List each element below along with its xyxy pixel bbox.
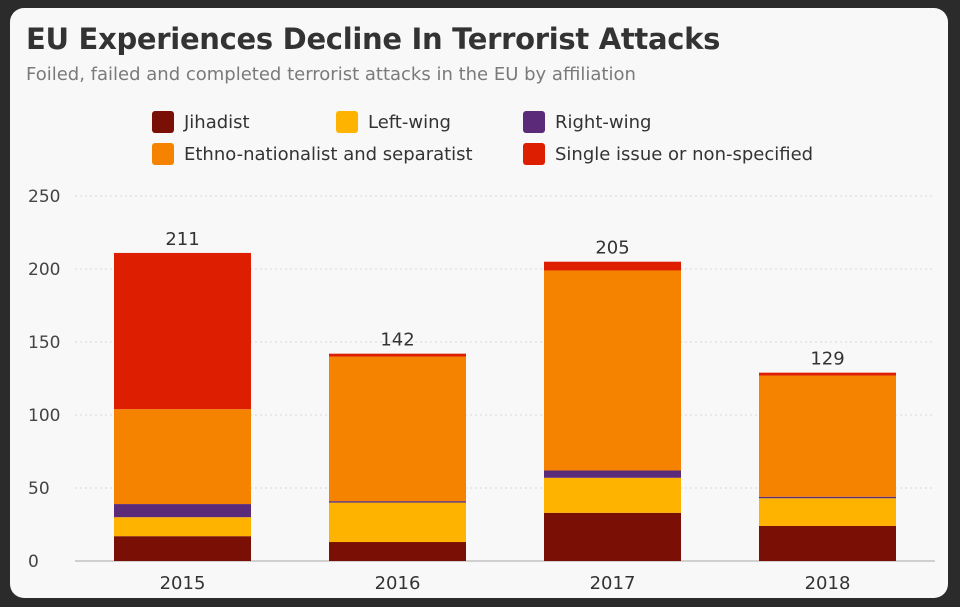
y-tick-label: 200: [28, 260, 60, 280]
y-tick-label: 100: [28, 406, 60, 426]
legend-item-left-wing: Left-wing: [336, 111, 451, 133]
y-tick-label: 50: [28, 479, 50, 499]
bar-segment-single-issue-or-non-specified-2018: [759, 372, 896, 376]
legend-item-ethno-nationalist: Ethno-nationalist and separatist: [152, 143, 473, 165]
legend-label-left-wing: Left-wing: [368, 111, 451, 133]
bar-segment-left-wing-2015: [114, 517, 251, 537]
bar-segment-right-wing-2017: [544, 470, 681, 478]
bar-segment-left-wing-2016: [329, 502, 466, 543]
legend-label-right-wing: Right-wing: [555, 111, 652, 133]
bar-segment-jihadist-2015: [114, 536, 251, 561]
chart-subtitle: Foiled, failed and completed terrorist a…: [26, 64, 636, 85]
bar-segment-jihadist-2017: [544, 512, 681, 561]
legend-item-single-issue: Single issue or non-specified: [523, 143, 813, 165]
y-tick-label: 250: [28, 187, 60, 207]
legend-item-right-wing: Right-wing: [523, 111, 651, 133]
bar-total-label-2015: 211: [165, 229, 199, 250]
legend-item-jihadist: Jihadist: [152, 111, 250, 133]
y-tick-label: 0: [28, 552, 39, 572]
x-tick-label-2017: 2017: [590, 573, 636, 594]
legend-swatch-right-wing: [523, 111, 545, 133]
bar-segment-right-wing-2018: [759, 496, 896, 499]
bar-segment-right-wing-2015: [114, 504, 251, 518]
bar-segment-left-wing-2017: [544, 477, 681, 513]
x-tick-label-2016: 2016: [375, 573, 421, 594]
legend-swatch-single-issue: [523, 143, 545, 165]
legend-label-ethno-nationalist: Ethno-nationalist and separatist: [184, 143, 473, 165]
bar-segment-ethno-nationalist-and-separatist-2016: [329, 356, 466, 502]
bar-total-label-2017: 205: [595, 238, 629, 259]
legend-swatch-jihadist: [152, 111, 174, 133]
legend-swatch-ethno-nationalist: [152, 143, 174, 165]
legend-swatch-left-wing: [336, 111, 358, 133]
bar-segment-ethno-nationalist-and-separatist-2017: [544, 270, 681, 471]
x-tick-label-2015: 2015: [160, 573, 206, 594]
x-tick-label-2018: 2018: [805, 573, 851, 594]
legend-label-single-issue: Single issue or non-specified: [555, 143, 814, 165]
bar-segment-right-wing-2016: [329, 501, 466, 503]
bar-segment-single-issue-or-non-specified-2017: [544, 261, 681, 271]
bar-segment-single-issue-or-non-specified-2016: [329, 353, 466, 357]
bar-segment-ethno-nationalist-and-separatist-2015: [114, 409, 251, 505]
bar-segment-single-issue-or-non-specified-2015: [114, 252, 251, 410]
chart-title: EU Experiences Decline In Terrorist Atta…: [26, 22, 721, 56]
y-tick-label: 150: [28, 333, 60, 353]
bar-segment-jihadist-2018: [759, 525, 896, 561]
bar-total-label-2018: 129: [810, 349, 844, 370]
bar-segment-jihadist-2016: [329, 542, 466, 561]
bar-total-label-2016: 142: [380, 330, 414, 351]
bar-segment-ethno-nationalist-and-separatist-2018: [759, 375, 896, 497]
bar-segment-left-wing-2018: [759, 498, 896, 526]
legend-label-jihadist: Jihadist: [184, 111, 250, 133]
